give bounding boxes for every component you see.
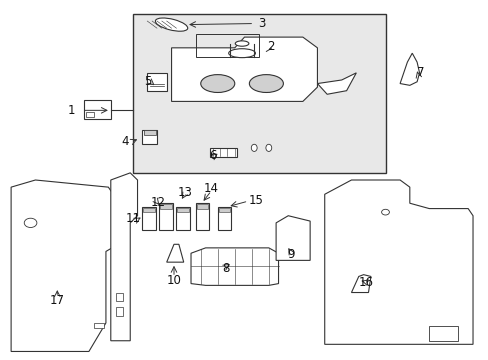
Text: 13: 13 bbox=[177, 186, 192, 199]
Ellipse shape bbox=[201, 75, 234, 93]
Polygon shape bbox=[317, 73, 356, 94]
Polygon shape bbox=[399, 53, 419, 85]
Bar bbox=[84, 100, 111, 119]
Ellipse shape bbox=[265, 144, 271, 152]
Text: 8: 8 bbox=[222, 262, 229, 275]
Text: 4: 4 bbox=[122, 135, 129, 148]
Ellipse shape bbox=[251, 144, 257, 152]
Bar bbox=[142, 130, 157, 144]
Polygon shape bbox=[191, 248, 278, 285]
Bar bbox=[428, 327, 458, 341]
Polygon shape bbox=[276, 216, 309, 260]
Bar bbox=[86, 112, 94, 117]
Text: 17: 17 bbox=[50, 294, 65, 307]
Bar bbox=[196, 33, 259, 57]
Bar bbox=[143, 130, 155, 135]
Text: 3: 3 bbox=[257, 17, 264, 30]
Bar bbox=[217, 207, 230, 230]
Text: 9: 9 bbox=[286, 248, 294, 261]
Bar bbox=[116, 307, 122, 316]
Ellipse shape bbox=[235, 41, 248, 46]
Bar bbox=[210, 148, 237, 157]
Bar bbox=[142, 207, 155, 230]
Bar bbox=[176, 207, 189, 230]
Text: 7: 7 bbox=[416, 66, 424, 79]
Polygon shape bbox=[324, 180, 472, 344]
Bar bbox=[160, 204, 171, 208]
Ellipse shape bbox=[155, 18, 187, 31]
Text: 15: 15 bbox=[248, 194, 263, 207]
Text: 11: 11 bbox=[126, 212, 141, 225]
Polygon shape bbox=[111, 173, 137, 341]
Text: 12: 12 bbox=[150, 195, 165, 209]
Text: 2: 2 bbox=[267, 40, 274, 53]
Bar bbox=[197, 204, 207, 208]
Bar bbox=[159, 203, 172, 230]
Text: 10: 10 bbox=[166, 274, 181, 287]
Bar bbox=[177, 207, 188, 212]
Ellipse shape bbox=[228, 49, 255, 58]
Polygon shape bbox=[166, 244, 183, 262]
Text: 16: 16 bbox=[358, 276, 373, 289]
Text: 14: 14 bbox=[203, 183, 219, 195]
Bar bbox=[143, 207, 154, 212]
Polygon shape bbox=[351, 275, 370, 293]
Polygon shape bbox=[171, 37, 317, 102]
Bar bbox=[147, 73, 166, 91]
Polygon shape bbox=[11, 180, 118, 351]
Circle shape bbox=[24, 218, 37, 228]
Bar bbox=[132, 14, 385, 173]
Text: 6: 6 bbox=[209, 149, 216, 162]
Bar bbox=[116, 293, 122, 301]
Bar bbox=[218, 207, 229, 212]
Text: 1: 1 bbox=[68, 104, 76, 117]
Ellipse shape bbox=[249, 75, 283, 93]
Text: 5: 5 bbox=[144, 75, 152, 88]
Bar bbox=[94, 323, 104, 328]
Circle shape bbox=[381, 209, 388, 215]
Bar bbox=[196, 203, 208, 230]
